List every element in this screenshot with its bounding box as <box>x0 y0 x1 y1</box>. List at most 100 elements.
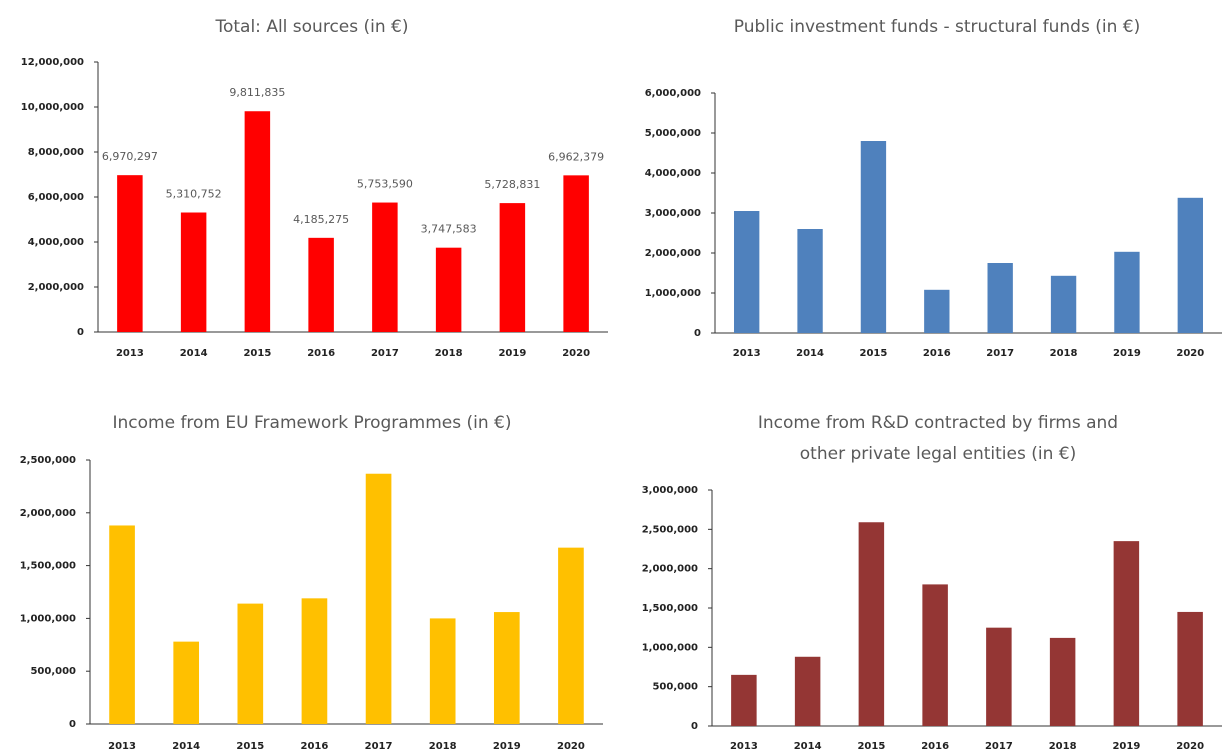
bar <box>117 175 143 332</box>
x-tick-label: 2019 <box>1112 741 1140 752</box>
y-tick-label: 0 <box>77 327 84 338</box>
x-tick-label: 2013 <box>108 741 136 752</box>
bar <box>499 203 526 332</box>
y-tick-label: 0 <box>69 719 76 730</box>
y-tick-label: 2,000,000 <box>28 282 84 293</box>
y-tick-label: 0 <box>691 721 698 732</box>
x-tick-label: 2015 <box>236 741 264 752</box>
bar <box>922 584 948 726</box>
bar <box>372 202 398 332</box>
data-label: 6,962,379 <box>548 150 604 163</box>
bar <box>1113 541 1140 726</box>
y-tick-label: 8,000,000 <box>28 147 84 158</box>
x-tick-label: 2019 <box>498 348 526 359</box>
x-tick-label: 2013 <box>730 741 758 752</box>
bar <box>558 547 584 724</box>
x-tick-label: 2015 <box>860 348 888 359</box>
y-tick-label: 10,000,000 <box>21 102 84 113</box>
y-tick-label: 1,000,000 <box>642 642 698 653</box>
bar <box>734 211 760 333</box>
x-tick-label: 2014 <box>180 348 208 359</box>
bar <box>924 289 950 333</box>
data-label: 9,811,835 <box>229 86 285 99</box>
data-label: 5,753,590 <box>357 178 413 191</box>
x-tick-label: 2017 <box>365 741 393 752</box>
bar <box>1049 637 1076 726</box>
y-tick-label: 3,000,000 <box>645 208 701 219</box>
bar <box>493 612 520 724</box>
y-tick-label: 4,000,000 <box>28 237 84 248</box>
data-label: 5,728,831 <box>484 178 540 191</box>
x-tick-label: 2020 <box>1176 741 1204 752</box>
bar <box>244 111 271 333</box>
x-tick-label: 2018 <box>1050 348 1078 359</box>
x-tick-label: 2020 <box>562 348 590 359</box>
bar <box>180 212 207 332</box>
bar <box>858 522 885 726</box>
bar <box>797 229 823 333</box>
x-tick-label: 2013 <box>733 348 761 359</box>
y-tick-label: 3,000,000 <box>642 485 698 496</box>
bar <box>794 656 821 726</box>
x-tick-label: 2016 <box>301 741 329 752</box>
data-label: 3,747,583 <box>421 223 477 236</box>
bar <box>1050 275 1077 333</box>
y-tick-label: 1,500,000 <box>642 603 698 614</box>
bar <box>365 473 392 724</box>
x-tick-label: 2020 <box>1176 348 1204 359</box>
x-tick-label: 2019 <box>1113 348 1141 359</box>
x-tick-label: 2015 <box>243 348 271 359</box>
y-tick-label: 2,000,000 <box>20 508 76 519</box>
chart-title: Income from EU Framework Programmes (in … <box>112 413 511 433</box>
y-tick-label: 6,000,000 <box>28 192 84 203</box>
x-tick-label: 2016 <box>921 741 949 752</box>
x-tick-label: 2018 <box>429 741 457 752</box>
y-tick-label: 2,000,000 <box>642 564 698 575</box>
bar <box>435 247 462 332</box>
data-label: 5,310,752 <box>166 188 222 201</box>
y-tick-label: 1,000,000 <box>20 613 76 624</box>
y-tick-label: 5,000,000 <box>645 128 701 139</box>
bar <box>731 674 757 726</box>
x-tick-label: 2018 <box>1049 741 1077 752</box>
bar <box>429 618 456 724</box>
bar <box>987 263 1013 333</box>
x-tick-label: 2017 <box>986 348 1014 359</box>
y-tick-label: 500,000 <box>30 666 76 677</box>
y-tick-label: 2,000,000 <box>645 248 701 259</box>
y-tick-label: 2,500,000 <box>642 524 698 535</box>
x-tick-label: 2014 <box>796 348 824 359</box>
chart-title: Income from R&D contracted by firms and <box>758 413 1118 433</box>
chart-title: Total: All sources (in €) <box>214 17 408 37</box>
bar <box>1114 251 1140 333</box>
x-tick-label: 2016 <box>307 348 335 359</box>
bar <box>173 641 200 724</box>
x-tick-label: 2018 <box>435 348 463 359</box>
y-tick-label: 4,000,000 <box>645 168 701 179</box>
y-tick-label: 1,500,000 <box>20 561 76 572</box>
x-tick-label: 2017 <box>371 348 399 359</box>
y-tick-label: 1,000,000 <box>645 288 701 299</box>
y-tick-label: 2,500,000 <box>20 455 76 466</box>
x-tick-label: 2016 <box>923 348 951 359</box>
y-tick-label: 500,000 <box>652 682 698 693</box>
bar <box>308 237 334 332</box>
bar <box>563 175 589 332</box>
bar <box>109 525 135 724</box>
x-tick-label: 2017 <box>985 741 1013 752</box>
data-label: 6,970,297 <box>102 150 158 163</box>
bar <box>1177 197 1203 333</box>
x-tick-label: 2013 <box>116 348 144 359</box>
x-tick-label: 2019 <box>493 741 521 752</box>
x-tick-label: 2020 <box>557 741 585 752</box>
y-tick-label: 6,000,000 <box>645 88 701 99</box>
data-label: 4,185,275 <box>293 213 349 226</box>
chart-title: Public investment funds - structural fun… <box>734 17 1140 37</box>
bar <box>237 603 264 724</box>
chart-title: other private legal entities (in €) <box>800 444 1076 464</box>
y-tick-label: 0 <box>694 328 701 339</box>
bar <box>301 598 328 724</box>
bar <box>860 141 887 333</box>
y-tick-label: 12,000,000 <box>21 57 84 68</box>
